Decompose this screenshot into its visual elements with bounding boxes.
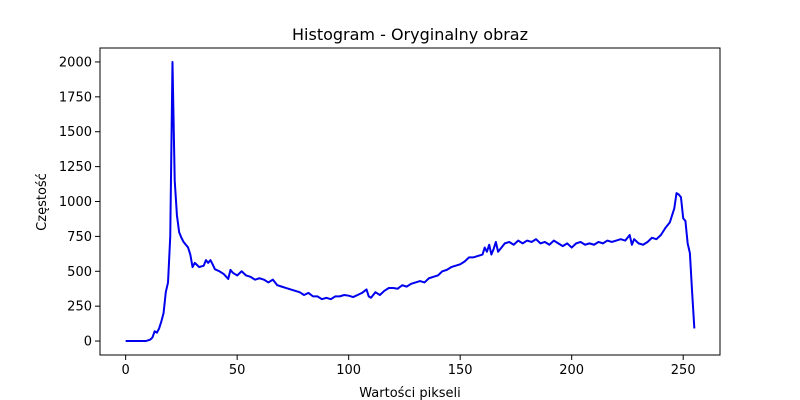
x-axis-label: Wartości pikseli [359,386,460,400]
x-tick-label: 100 [336,363,361,378]
y-tick-label: 1250 [59,160,92,175]
x-tick-label: 50 [229,363,246,378]
y-tick-label: 250 [67,300,92,315]
y-tick-label: 750 [67,230,92,245]
y-tick-label: 1750 [59,90,92,105]
y-tick-label: 1500 [59,125,92,140]
x-tick-label: 0 [122,363,130,378]
chart-title: Histogram - Oryginalny obraz [292,25,528,44]
plot-area [100,48,720,355]
y-tick-label: 0 [84,335,92,350]
plot-frame [99,47,721,356]
histogram-line [125,60,696,343]
x-tick-label: 150 [448,363,473,378]
x-tick-label: 200 [559,363,584,378]
axis-ticks: 0 50 100 150 200 250 0 250 500 750 1000 1250 1500 175… [59,55,696,378]
x-tick-label: 250 [671,363,696,378]
y-tick-label: 1000 [59,195,92,210]
y-tick-label: 500 [67,265,92,280]
y-tick-label: 2000 [59,55,92,70]
y-axis-label: Częstość [35,173,50,231]
